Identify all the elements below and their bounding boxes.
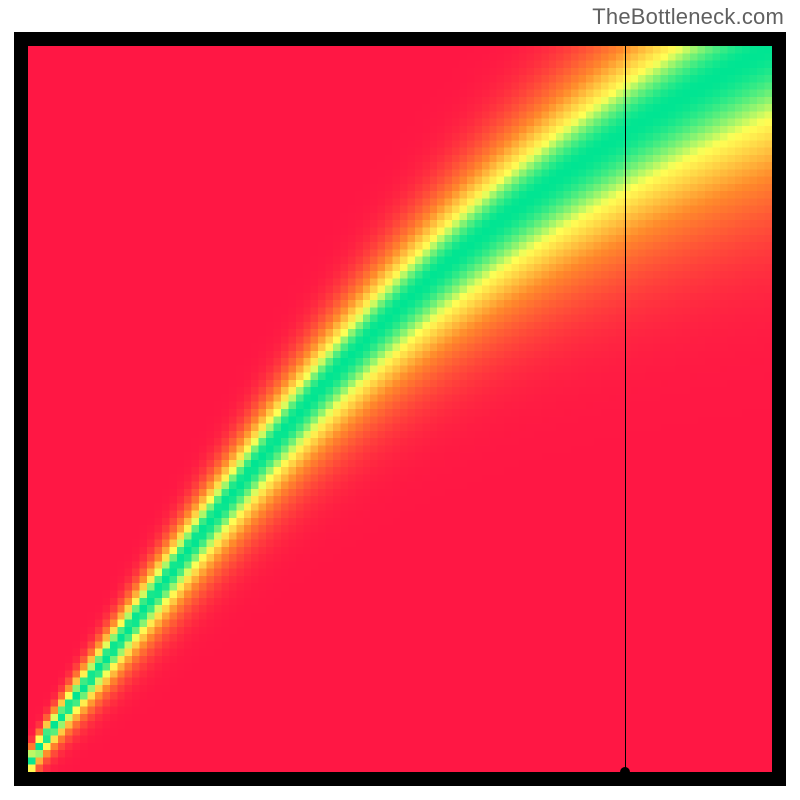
watermark-text: TheBottleneck.com	[592, 4, 784, 30]
chart-container: TheBottleneck.com	[0, 0, 800, 800]
bottleneck-heatmap	[28, 46, 772, 772]
